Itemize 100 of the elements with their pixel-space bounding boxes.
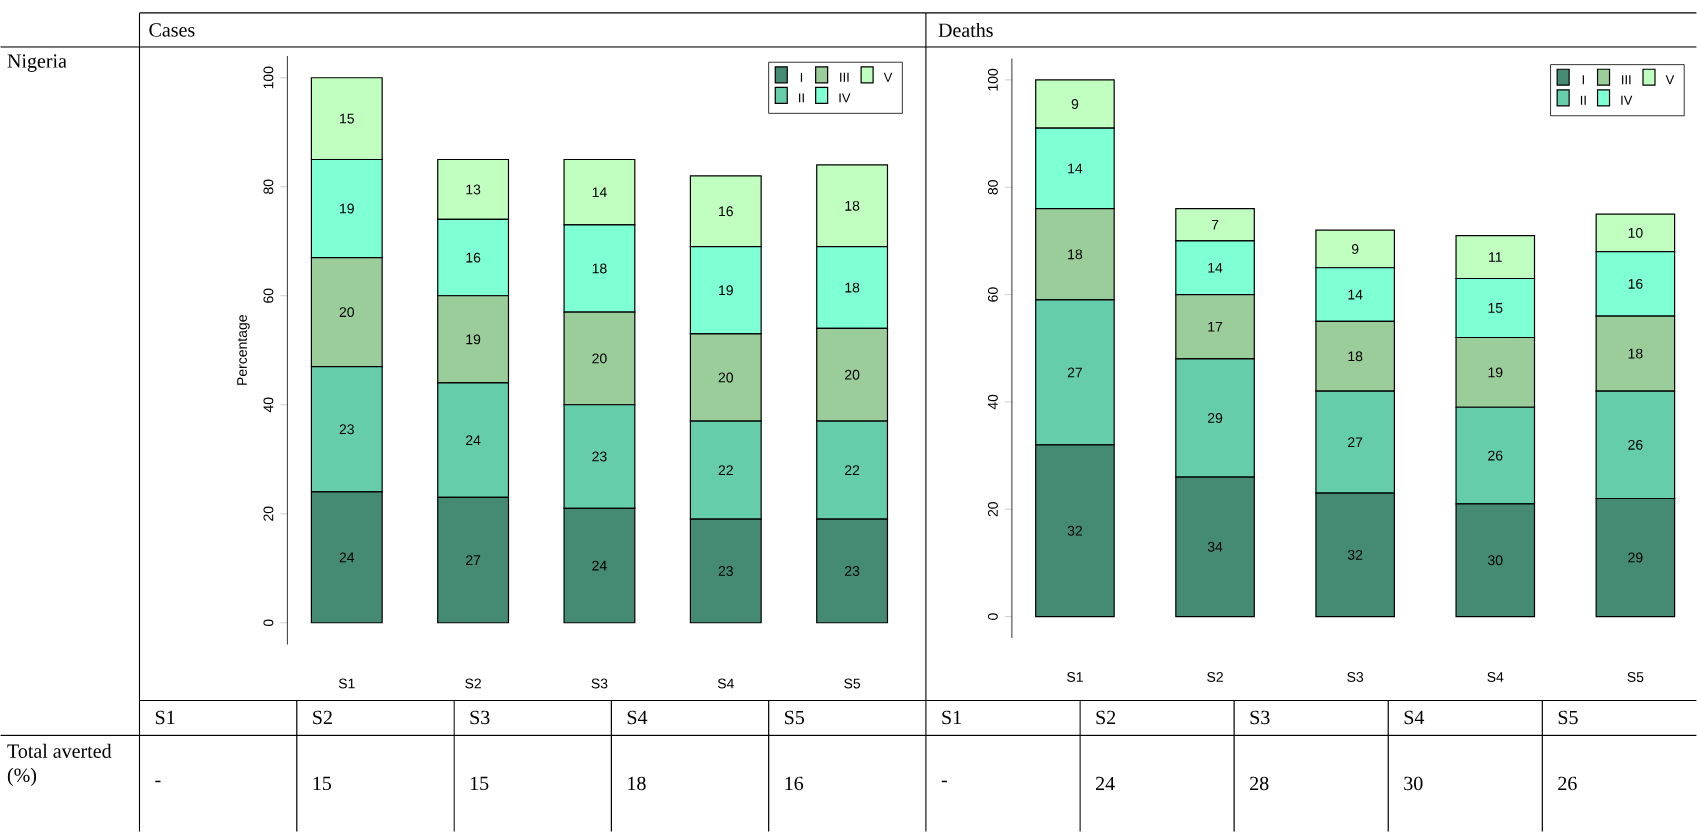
text: 15 [313, 776, 332, 791]
annotation: 29 [1628, 552, 1643, 563]
text: 16 [785, 776, 804, 791]
text: S5 [785, 710, 805, 725]
legend-label: V [1665, 75, 1675, 85]
x-tick-label: S3 [591, 678, 608, 689]
annotation: 17 [1208, 321, 1223, 332]
legend-label: V [883, 72, 893, 82]
annotation: 32 [1347, 549, 1363, 560]
annotation: 27 [1348, 437, 1363, 448]
text: S4 [1404, 710, 1425, 725]
annotation: 9 [1071, 99, 1079, 109]
annotation: 22 [718, 465, 733, 476]
annotation: 18 [592, 263, 607, 274]
legend-label: I [800, 72, 803, 82]
annotation: 14 [1348, 289, 1363, 300]
legend-label: II [1580, 95, 1586, 105]
y-tick-label: 60 [263, 288, 274, 303]
text: 30 [1404, 776, 1423, 791]
text: S5 [1558, 710, 1578, 725]
annotation: 14 [1068, 163, 1083, 174]
x-tick-label: S5 [1627, 672, 1644, 682]
annotation: 15 [1488, 303, 1503, 313]
x-tick-label: S2 [465, 678, 481, 689]
x-tick-label: S3 [1347, 672, 1364, 682]
annotation: 29 [1207, 413, 1223, 423]
annotation: 18 [845, 282, 860, 293]
annotation: 18 [845, 200, 860, 211]
x-tick-label: S2 [1207, 672, 1223, 682]
annotation: 34 [1207, 541, 1223, 552]
annotation: 15 [340, 113, 354, 124]
x-tick-label: S4 [717, 678, 734, 689]
annotation: 24 [466, 435, 481, 446]
annotation: 20 [718, 372, 734, 383]
legend-label: III [1622, 75, 1631, 85]
annotation: 16 [466, 252, 481, 263]
annotation: 22 [845, 465, 860, 476]
legend-label: III [840, 72, 849, 82]
text: - [155, 780, 161, 783]
annotation: 7 [1211, 219, 1219, 230]
x-tick-label: S5 [844, 678, 861, 689]
legend-label: I [1582, 75, 1584, 85]
legend-label: IV [839, 93, 851, 103]
text: 15 [470, 776, 489, 791]
annotation: 14 [592, 187, 607, 197]
annotation: 10 [1628, 227, 1643, 238]
y-tick-label: 100 [987, 68, 998, 91]
annotation: 20 [339, 307, 355, 318]
y-tick-label: 40 [987, 394, 998, 410]
text: 26 [1558, 776, 1577, 791]
text: Nigeria [7, 54, 67, 72]
annotation: 24 [592, 560, 607, 571]
annotation: 9 [1351, 244, 1359, 254]
annotation: 26 [1628, 439, 1643, 450]
annotation: 27 [1067, 367, 1083, 378]
text: 24 [1095, 776, 1115, 791]
annotation: 20 [592, 353, 607, 364]
annotation: 18 [1628, 348, 1643, 359]
chart-title: Cases [149, 23, 195, 37]
y-tick-label: 80 [263, 179, 274, 194]
x-tick-label: S1 [1067, 672, 1083, 682]
annotation: 16 [719, 206, 733, 217]
annotation: 30 [1488, 555, 1503, 566]
annotation: 13 [466, 184, 481, 195]
text: S1 [942, 710, 961, 725]
annotation: 27 [466, 555, 481, 565]
text: S1 [155, 710, 175, 725]
legend-label: II [799, 93, 804, 103]
annotation: 20 [845, 369, 860, 380]
chart-title: Deaths [938, 22, 993, 37]
text: S4 [627, 710, 648, 725]
annotation: 23 [718, 566, 733, 576]
y-tick-label: 0 [987, 613, 998, 620]
y-tick-label: 20 [987, 502, 998, 517]
text: 28 [1250, 776, 1269, 791]
text: S2 [1096, 710, 1116, 725]
y-tick-label: 40 [263, 397, 274, 413]
annotation: 23 [339, 424, 354, 435]
annotation: 19 [466, 334, 481, 345]
annotation: 26 [1488, 450, 1503, 461]
annotation: 32 [1067, 525, 1083, 536]
text: 18 [628, 776, 646, 791]
annotation: 19 [719, 285, 733, 296]
y-tick-label: 20 [263, 506, 274, 521]
legend-label: IV [1621, 95, 1633, 105]
y-tick-label: 80 [987, 180, 998, 195]
annotation: 11 [1489, 252, 1502, 262]
x-tick-label: S4 [1487, 672, 1504, 682]
text: S3 [1250, 710, 1270, 725]
y-tick-label: 0 [263, 619, 274, 627]
annotation: 23 [845, 566, 860, 576]
text: - [941, 780, 947, 783]
annotation: 23 [592, 451, 607, 462]
y-axis-title: Percentage [237, 315, 250, 385]
annotation: 18 [1068, 249, 1083, 260]
annotation: 16 [1628, 278, 1643, 289]
annotation: 18 [1348, 351, 1363, 362]
text: Total averted (%) [7, 743, 112, 786]
x-tick-label: S1 [338, 678, 355, 689]
annotation: 14 [1208, 262, 1223, 273]
